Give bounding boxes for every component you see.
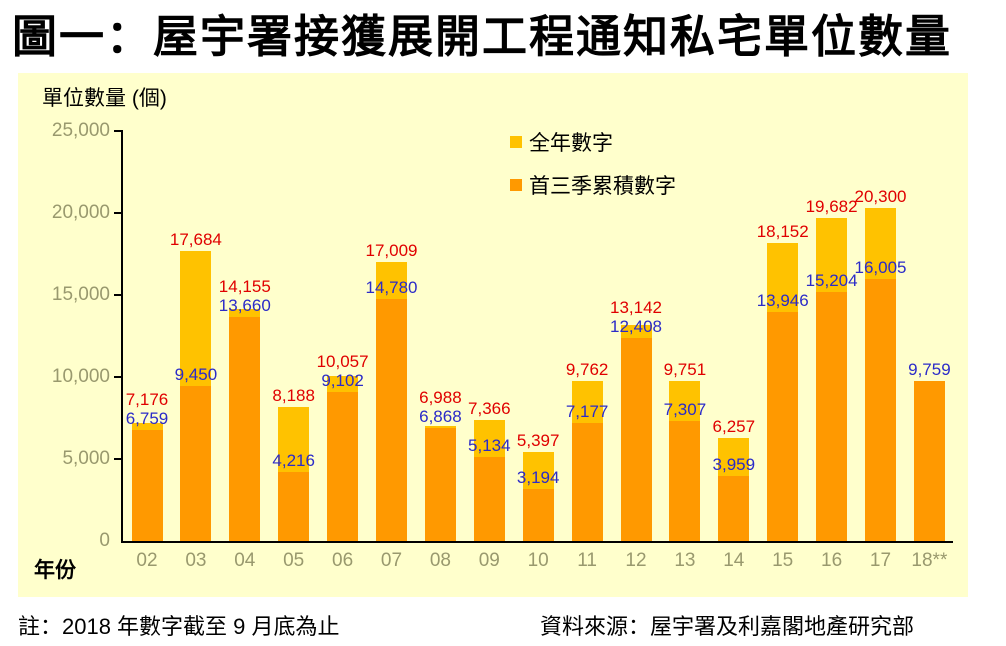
x-tick-label: 11: [577, 550, 597, 571]
legend-label-full-year: 全年數字: [529, 132, 613, 155]
bar-three-quarters: [376, 298, 407, 541]
bar-three-quarters: [571, 423, 603, 541]
y-tick-mark: [114, 294, 122, 296]
value-label-full-year: 7,366: [468, 399, 511, 419]
chart-legend: 全年數字 首三季累積數字: [510, 131, 676, 217]
x-tick-label: 10: [527, 550, 549, 571]
y-axis-line: [121, 130, 123, 543]
value-label-three-quarters: 14,780: [365, 277, 418, 297]
value-label-full-year: 18,152: [756, 222, 809, 242]
bar-three-quarters: [327, 391, 359, 541]
value-label-full-year: 10,057: [316, 351, 369, 371]
y-tick-label: 5,000: [62, 448, 110, 469]
x-axis-title: 年份: [34, 559, 76, 582]
value-label-full-year: 14,155: [218, 276, 271, 296]
x-tick-label: 17: [869, 550, 892, 571]
value-label-three-quarters: 13,946: [756, 291, 809, 311]
x-tick-label: 06: [332, 550, 354, 571]
bar-three-quarters: [180, 386, 212, 541]
value-label-full-year: 20,300: [854, 187, 907, 207]
value-label-three-quarters: 4,216: [272, 450, 315, 470]
value-label-full-year: 9,751: [663, 360, 707, 380]
bar-three-quarters: [865, 278, 896, 541]
bar-three-quarters: [718, 476, 750, 541]
x-axis-line: [121, 541, 953, 543]
source-note: 資料來源：屋宇署及利嘉閣地產研究部: [540, 614, 915, 639]
bar-three-quarters: [473, 456, 505, 541]
y-tick-mark: [114, 130, 122, 132]
value-label-full-year: 5,397: [516, 431, 560, 451]
value-label-three-quarters: 7,177: [565, 402, 609, 422]
x-tick-label: 05: [283, 550, 305, 571]
value-label-three-quarters: 3,194: [516, 467, 560, 487]
bar-three-quarters: [278, 471, 310, 541]
legend-item-three-quarters: 首三季累積數字: [510, 174, 676, 198]
value-label-full-year: 9,762: [565, 359, 609, 379]
bar-three-quarters: [131, 430, 163, 541]
x-tick-label: 08: [429, 550, 451, 571]
value-label-three-quarters: 15,204: [805, 270, 858, 290]
value-label-full-year: 6,257: [712, 417, 756, 437]
y-axis-title: 單位數量 (個): [42, 87, 167, 110]
value-label-full-year: 17,009: [365, 241, 418, 261]
x-tick-label: 18**: [911, 550, 948, 571]
value-label-full-year: 8,188: [272, 385, 315, 405]
bar-three-quarters: [424, 428, 456, 541]
legend-item-full-year: 全年數字: [510, 131, 676, 155]
bar-three-quarters: [913, 380, 945, 541]
y-tick-label: 10,000: [51, 366, 110, 387]
y-tick-mark: [114, 376, 122, 378]
value-label-three-quarters: 16,005: [854, 257, 907, 277]
y-tick-mark: [114, 212, 122, 214]
value-label-full-year: 17,684: [169, 229, 222, 249]
value-label-three-quarters: 3,959: [712, 455, 756, 475]
value-label-three-quarters: 6,759: [125, 409, 169, 429]
chart-panel: 單位數量 (個) 全年數字 首三季累積數字 0 5,000 10,000 15,000…: [18, 73, 968, 597]
x-tick-label: 03: [185, 550, 207, 571]
value-label-three-quarters: 12,408: [610, 316, 662, 336]
x-tick-label: 04: [234, 550, 256, 571]
y-tick-label: 25,000: [51, 120, 110, 141]
y-tick-mark: [114, 458, 122, 460]
footnote: 註：2018 年數字截至 9 月底為止: [18, 614, 340, 639]
bar-three-quarters: [767, 312, 799, 541]
value-label-full-year: 6,988: [419, 388, 462, 408]
y-tick-label: 15,000: [51, 284, 110, 305]
value-label-three-quarters: 5,134: [468, 435, 511, 455]
value-label-full-year: 13,142: [610, 297, 662, 317]
x-tick-label: 15: [772, 550, 794, 571]
bar-three-quarters: [816, 291, 848, 541]
y-tick-label: 20,000: [51, 202, 110, 223]
legend-label-three-quarters: 首三季累積數字: [529, 175, 676, 198]
value-label-three-quarters: 9,102: [321, 370, 364, 390]
legend-swatch-three-quarters: [510, 179, 522, 191]
value-label-three-quarters: 9,450: [174, 365, 218, 385]
x-tick-label: 14: [723, 550, 745, 571]
bar-three-quarters: [229, 316, 261, 541]
value-label-full-year: 19,682: [805, 197, 858, 217]
bar-three-quarters: [669, 421, 701, 541]
value-label-three-quarters: 6,868: [419, 407, 462, 427]
x-tick-label: 16: [821, 550, 843, 571]
x-tick-label: 02: [136, 550, 158, 571]
x-tick-label: 13: [674, 550, 696, 571]
bar-three-quarters: [522, 488, 554, 541]
value-label-three-quarters: 9,759: [908, 359, 951, 379]
page-title: 圖一：屋宇署接獲展開工程通知私宅單位數量: [12, 11, 953, 62]
value-label-full-year: 7,176: [125, 390, 169, 410]
bar-three-quarters: [620, 337, 652, 541]
value-label-three-quarters: 7,307: [663, 400, 707, 420]
x-tick-label: 12: [625, 550, 647, 571]
x-tick-label: 09: [478, 550, 500, 571]
value-label-three-quarters: 13,660: [218, 295, 271, 315]
legend-swatch-full-year: [510, 136, 522, 148]
y-tick-label: 0: [99, 530, 110, 551]
x-tick-label: 07: [380, 550, 403, 571]
